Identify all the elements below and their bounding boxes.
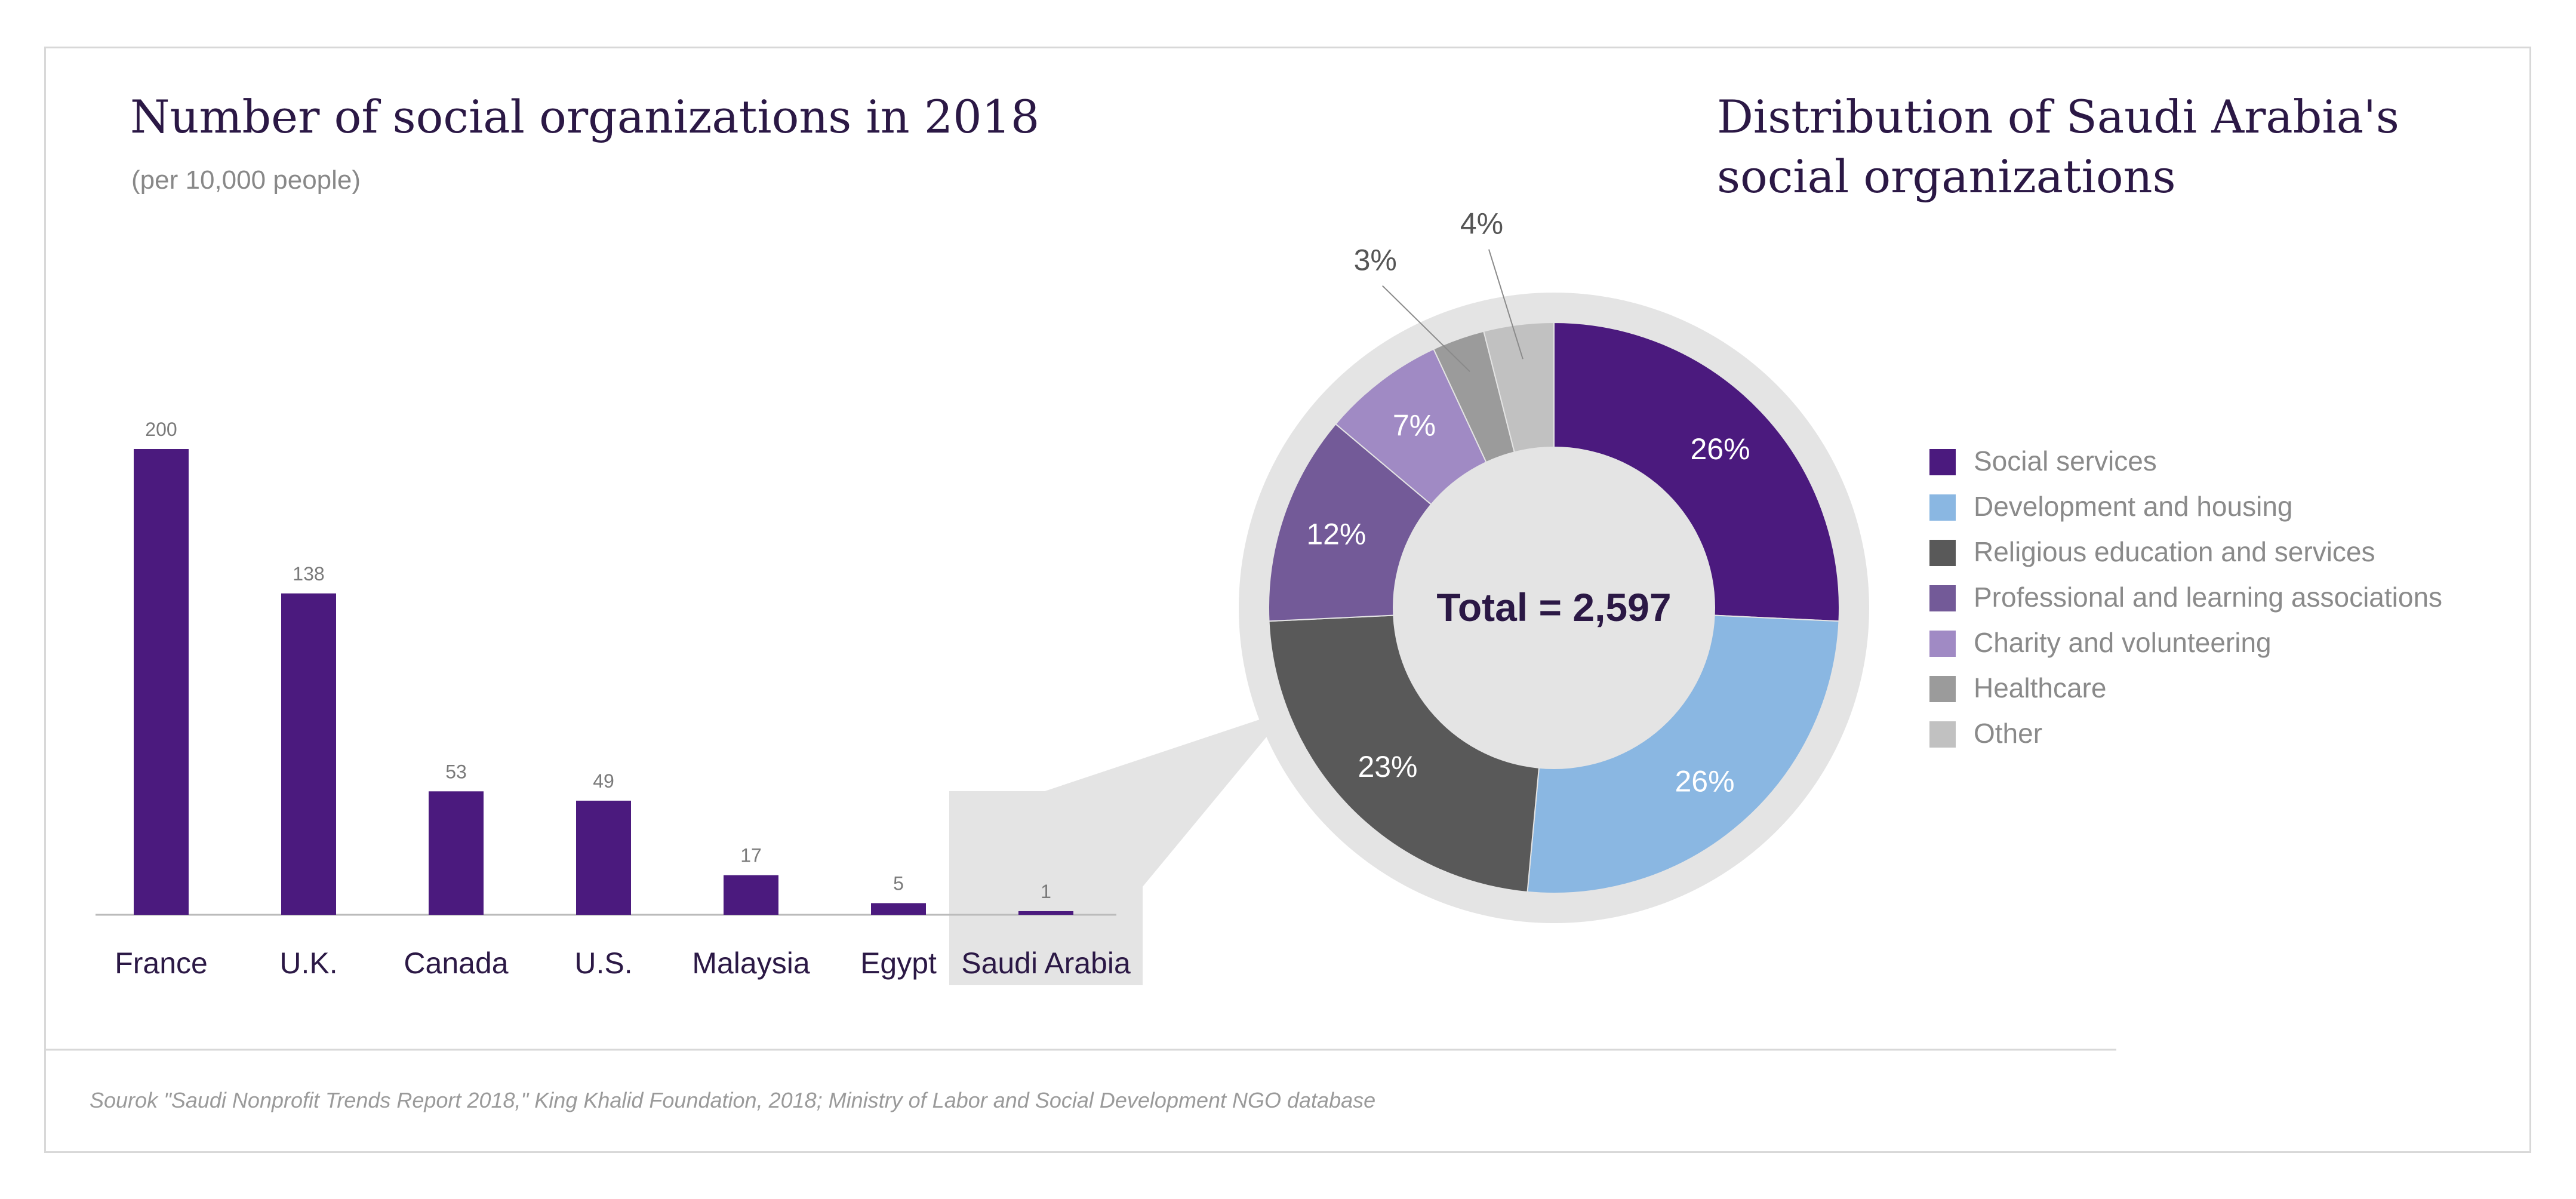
bar-chart-subtitle: (per 10,000 people) xyxy=(131,165,361,195)
legend-label-religious-education-and-services: Religious education and services xyxy=(1974,536,2375,567)
pie-label-charity-and-volunteering: 7% xyxy=(1393,408,1436,442)
legend-swatch-religious-education-and-services xyxy=(1929,540,1956,566)
bar-chart-title: Number of social organizations in 2018 xyxy=(130,90,1039,143)
pie-label-religious-education-and-services: 23% xyxy=(1358,750,1417,783)
chart-frame xyxy=(44,47,2531,1153)
bar-saudi-arabia xyxy=(1018,911,1073,915)
source-note: Sourok "Saudi Nonprofit Trends Report 20… xyxy=(90,1088,1375,1112)
legend-swatch-healthcare xyxy=(1929,676,1956,702)
bar-series: 200 France 138 U.K. 53 Canada 49 U.S. 17 Malaysia… xyxy=(115,419,1131,980)
bar-value-label-egypt: 5 xyxy=(893,873,904,894)
pie-total-label: Total = 2,597 xyxy=(1436,585,1671,629)
pie-label-social-services: 26% xyxy=(1690,432,1750,466)
category-label-u-k: U.K. xyxy=(279,946,337,980)
legend-swatch-professional-and-learning-associations xyxy=(1929,585,1956,611)
bar-france xyxy=(134,449,189,915)
bar-value-label-u-k: 138 xyxy=(293,563,324,585)
legend-swatch-charity-and-volunteering xyxy=(1929,631,1956,657)
pie-label-other: 4% xyxy=(1460,207,1503,241)
pie-leader-healthcare xyxy=(1382,285,1470,373)
category-label-canada: Canada xyxy=(404,946,508,980)
bar-u-s xyxy=(576,800,631,915)
bar-value-label-saudi-arabia: 1 xyxy=(1041,881,1051,902)
bar-canada xyxy=(429,791,484,915)
pie-label-development-and-housing: 26% xyxy=(1675,765,1734,798)
legend-swatch-social-services xyxy=(1929,449,1956,475)
category-label-france: France xyxy=(115,946,208,980)
pie-legend: Social services Development and housing Re… xyxy=(1929,445,2442,749)
bar-u-k xyxy=(281,593,336,915)
bar-value-label-canada: 53 xyxy=(445,761,467,782)
bar-value-label-malaysia: 17 xyxy=(740,845,762,866)
bar-value-label-u-s: 49 xyxy=(593,770,614,792)
category-label-u-s: U.S. xyxy=(574,946,632,980)
legend-label-professional-and-learning-associations: Professional and learning associations xyxy=(1974,582,2442,613)
legend-label-charity-and-volunteering: Charity and volunteering xyxy=(1974,627,2272,658)
zoom-callout xyxy=(949,717,1269,985)
pie-label-healthcare: 3% xyxy=(1354,244,1397,277)
legend-label-social-services: Social services xyxy=(1974,445,2157,476)
category-label-malaysia: Malaysia xyxy=(692,946,810,980)
pie-center-hole xyxy=(1393,447,1715,769)
legend-label-other: Other xyxy=(1974,718,2042,749)
legend-swatch-development-and-housing xyxy=(1929,494,1956,521)
pie-chart-title-line-1: Distribution of Saudi Arabia's xyxy=(1717,90,2399,143)
pie-series: 26% 26% 23% 12% 7% 3% 4% xyxy=(1268,207,1840,894)
pie-chart-title-line-2: social organizations xyxy=(1717,150,2176,203)
bar-value-label-france: 200 xyxy=(145,419,177,440)
bar-malaysia xyxy=(724,875,778,915)
bar-egypt xyxy=(871,903,926,915)
legend-label-development-and-housing: Development and housing xyxy=(1974,491,2292,522)
pie-leader-other xyxy=(1488,249,1524,359)
category-label-saudi-arabia: Saudi Arabia xyxy=(961,946,1131,980)
pie-label-professional-and-learning-associations: 12% xyxy=(1306,517,1366,551)
legend-swatch-other xyxy=(1929,721,1956,748)
category-label-egypt: Egypt xyxy=(860,946,937,980)
legend-label-healthcare: Healthcare xyxy=(1974,672,2106,703)
